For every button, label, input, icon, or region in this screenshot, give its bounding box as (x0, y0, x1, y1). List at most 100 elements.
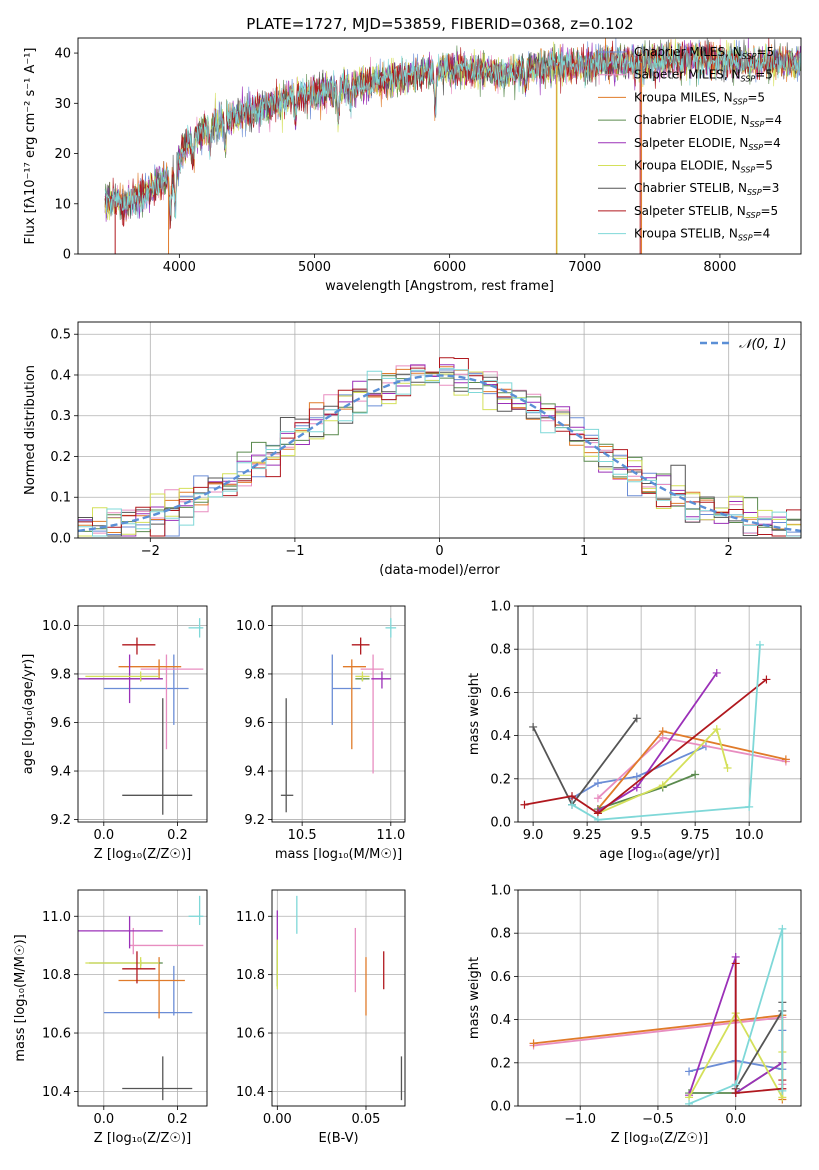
x-tick-label: 8000 (703, 260, 736, 275)
legend-label-sub: SSP (748, 143, 763, 152)
panel-age_vs_Z: 0.0 0.2 9.2 9.4 9.6 9.8 10.0 Z [log₁₀(Z/Z☉)] age… (21, 605, 208, 862)
panel-weight_vs_Z: −1.0 −0.5 0.0 0.0 0.2 0.4 0.6 0.8 1.0 Z [log₁₀(Z/… (467, 884, 802, 1146)
x-axis-label: (data-model)/error (379, 563, 500, 578)
x-tick-label: −1 (285, 544, 304, 559)
x-axis-label: wavelength [Angstrom, rest frame] (325, 279, 554, 294)
y-axis-label: age [log₁₀(age/yr)] (21, 654, 36, 775)
weight-marker (520, 800, 529, 809)
legend-label: Kroupa STELIB, NSSP=4 (634, 227, 770, 243)
weight-marker (712, 668, 721, 677)
y-tick-label: 10.8 (42, 968, 71, 983)
plot-area (78, 895, 204, 1101)
weight-marker (685, 1099, 694, 1106)
legend-label-tail: =4 (763, 136, 781, 150)
weight-marker (762, 675, 771, 684)
plot-area (280, 618, 397, 813)
spectrum-line (104, 38, 801, 230)
y-axis-label: Normed distribution (23, 365, 38, 495)
y-tick-label: 11.0 (236, 910, 265, 925)
y-tick-label: 9.4 (50, 765, 71, 780)
y-tick-label: 9.8 (244, 667, 265, 682)
x-tick-label: 5000 (298, 260, 331, 275)
legend-label-main: Salpeter STELIB, N (634, 204, 746, 218)
y-tick-label: 10.6 (42, 1027, 71, 1042)
y-axis-label: Flux [fλ10⁻¹⁷ erg cm⁻² s⁻¹ A⁻¹] (23, 48, 38, 245)
legend-label: Salpeter STELIB, NSSP=5 (634, 204, 778, 220)
x-tick-label: 7000 (568, 260, 601, 275)
legend-label-main: Chabrier STELIB, N (634, 181, 747, 195)
y-tick-label: 9.8 (50, 667, 71, 682)
legend-label-tail: =4 (764, 113, 782, 127)
weight-line (532, 717, 638, 807)
legend-label-tail: =5 (755, 159, 773, 173)
x-tick-label: 0.2 (167, 1112, 188, 1127)
y-tick-label: 0.1 (50, 491, 71, 506)
legend-label-sub: SSP (741, 75, 756, 84)
x-tick-label: 9.25 (573, 828, 602, 843)
weight-marker (593, 815, 602, 822)
weight-marker (731, 1089, 740, 1098)
y-tick-label: 40 (54, 47, 71, 62)
plot-area (529, 924, 787, 1106)
y-tick-label: 20 (54, 147, 71, 162)
legend-label-sub: SSP (738, 234, 753, 243)
legend-label-sub: SSP (747, 188, 762, 197)
legend-label: Kroupa MILES, NSSP=5 (634, 90, 765, 106)
y-tick-label: 10.6 (236, 1027, 265, 1042)
x-tick-label: 9.5 (631, 828, 652, 843)
y-tick-label: 0.2 (490, 1056, 511, 1071)
weight-line (597, 727, 729, 815)
y-tick-label: 1.0 (490, 884, 511, 899)
y-tick-label: 9.2 (244, 813, 265, 828)
weight-marker (632, 783, 641, 792)
legend-label-tail: =5 (755, 68, 773, 82)
legend-label-sub: SSP (746, 211, 761, 220)
legend-label-tail: =4 (753, 227, 771, 241)
weight-marker (632, 714, 641, 723)
legend-label-main: Salpeter ELODIE, N (634, 136, 748, 150)
x-axis-label: Z [log₁₀(Z/Z☉)] (611, 1131, 708, 1146)
weight-marker (778, 1086, 787, 1095)
y-axis-label: mass [log₁₀(M/M☉)] (13, 934, 28, 1061)
y-tick-label: 10.0 (236, 619, 265, 634)
y-tick-label: 0.2 (50, 450, 71, 465)
y-tick-label: 0.4 (50, 368, 71, 383)
x-tick-label: 1 (580, 544, 588, 559)
plot-area (276, 895, 403, 1101)
legend-label-tail: =5 (747, 90, 765, 104)
weight-line (524, 678, 767, 815)
legend-label-sub: SSP (733, 97, 748, 106)
weight-marker (632, 772, 641, 781)
panel-mass_vs_Z: 0.0 0.2 10.4 10.6 10.8 11.0 Z [log₁₀(Z/Z☉)] mas… (13, 889, 208, 1146)
weight-line (571, 745, 707, 799)
weight-marker (568, 792, 577, 801)
x-axis-label: E(B-V) (318, 1131, 358, 1146)
axes-frame (77, 605, 208, 823)
axes-frame (77, 889, 208, 1107)
x-axis-label: mass [log₁₀(M/M☉)] (275, 847, 402, 862)
y-tick-label: 10.4 (42, 1085, 71, 1100)
y-tick-label: 0.0 (490, 816, 511, 831)
weight-marker (745, 802, 754, 811)
panel-weight_vs_age: 9.0 9.25 9.5 9.75 10.0 0.0 0.2 0.4 0.6 0.8 1.0 age … (467, 600, 802, 862)
x-axis-label: Z [log₁₀(Z/Z☉)] (94, 847, 191, 862)
y-tick-label: 10.4 (236, 1085, 265, 1100)
legend-label-tail: =3 (762, 181, 780, 195)
x-tick-label: −0.5 (642, 1112, 674, 1127)
legend-label: Chabrier MILES, NSSP=5 (634, 45, 774, 61)
legend-label-main: Kroupa STELIB, N (634, 227, 738, 241)
weight-line (597, 736, 787, 799)
legend-label-sub: SSP (750, 120, 765, 129)
y-tick-label: 0.6 (490, 970, 511, 985)
y-tick-label: 30 (54, 97, 71, 112)
panel-mass_vs_EBV: 0.00 0.05 10.4 10.6 10.8 11.0 E(B-V) (236, 889, 406, 1146)
legend-normal-label: 𝒩(0, 1) (739, 337, 786, 352)
x-tick-label: 0.0 (93, 1112, 114, 1127)
weight-marker (778, 924, 787, 933)
weight-marker (529, 722, 538, 731)
y-tick-label: 11.0 (42, 910, 71, 925)
y-axis-label: mass weight (467, 957, 482, 1039)
y-tick-label: 0.8 (490, 643, 511, 658)
weight-marker (529, 1039, 538, 1048)
legend-label-main: Chabrier ELODIE, N (634, 113, 750, 127)
